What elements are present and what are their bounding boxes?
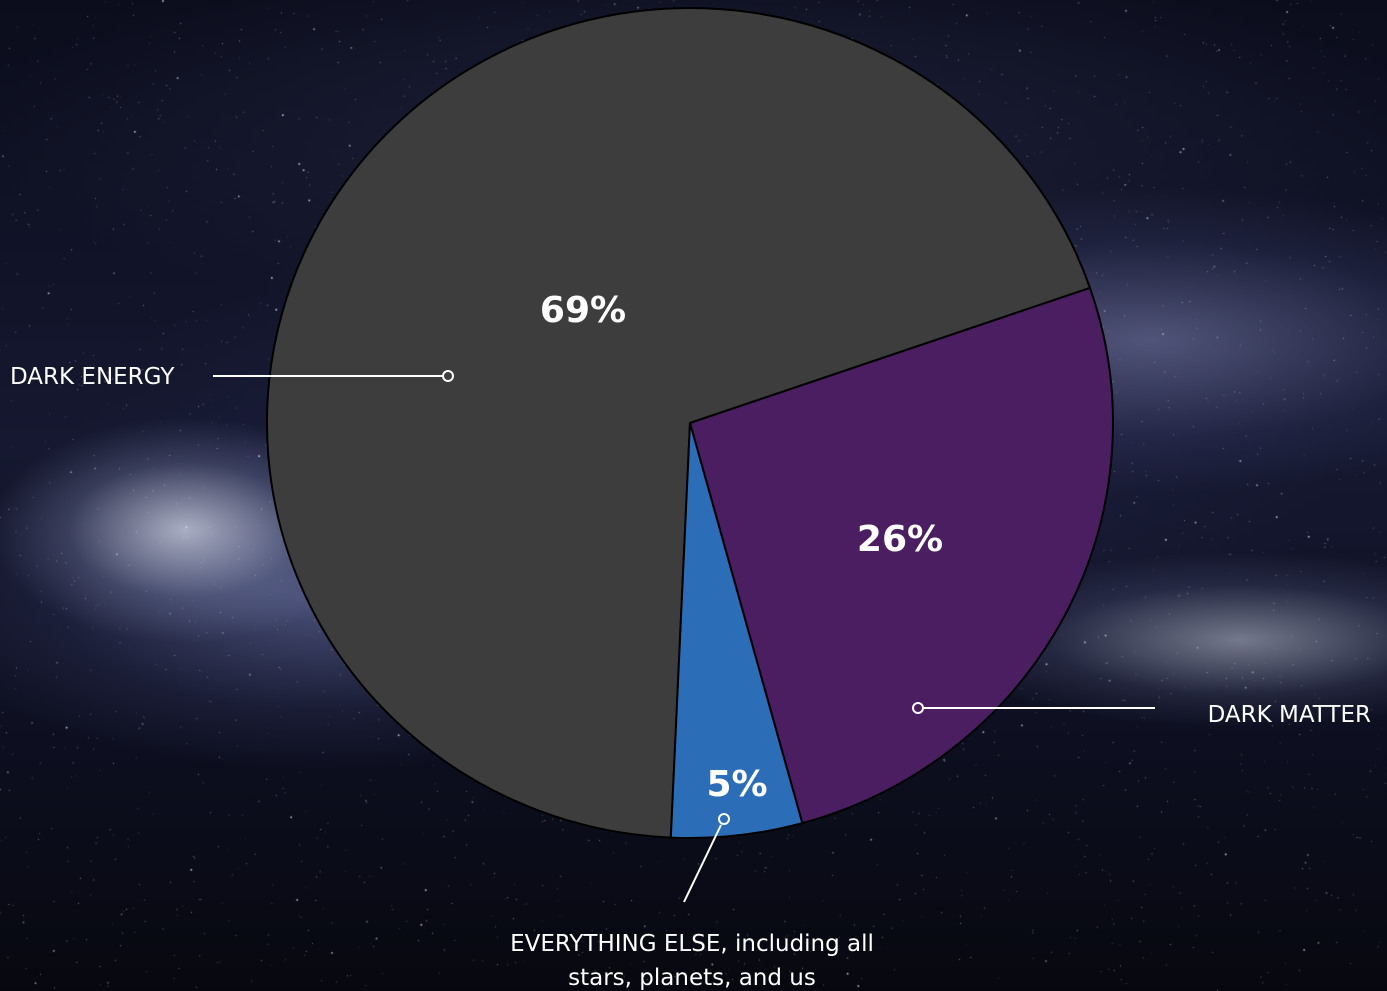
category-label-dark-matter: DARK MATTER bbox=[1208, 702, 1371, 728]
leader-dot-everything-else bbox=[718, 813, 730, 825]
leader-line-everything-else bbox=[683, 824, 722, 903]
slice-value-label-dark-matter: 26% bbox=[857, 519, 943, 560]
leader-dot-dark-energy bbox=[442, 370, 454, 382]
category-label-everything-else-line2: stars, planets, and us bbox=[568, 965, 816, 991]
slice-value-label-dark-energy: 69% bbox=[540, 290, 626, 331]
category-label-everything-else-line1: EVERYTHING ELSE, including all bbox=[510, 931, 874, 957]
pie-slice-dark-matter bbox=[689, 286, 1114, 825]
slice-value-label-everything-else: 5% bbox=[706, 764, 767, 805]
leader-dot-dark-matter bbox=[912, 702, 924, 714]
category-label-dark-energy: DARK ENERGY bbox=[10, 364, 175, 390]
pie-slice-everything-else bbox=[669, 422, 804, 839]
pie-slice-dark-energy bbox=[266, 7, 1091, 839]
pie-slices bbox=[266, 7, 1114, 839]
